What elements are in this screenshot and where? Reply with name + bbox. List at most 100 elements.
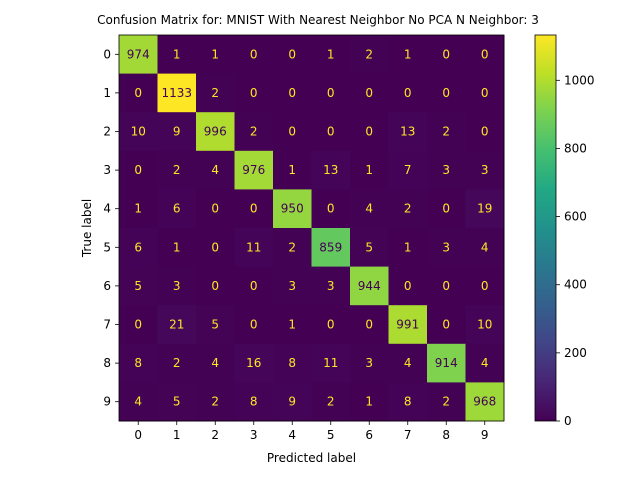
cell-value-label: 0	[327, 125, 335, 139]
heatmap-cell	[388, 189, 428, 229]
chart-title: Confusion Matrix for: MNIST With Nearest…	[97, 13, 539, 27]
heatmap-cell	[157, 228, 197, 268]
x-tick-label: 0	[134, 428, 142, 442]
cell-value-label: 0	[288, 125, 296, 139]
cell-value-label: 3	[173, 279, 181, 293]
cell-value-label: 2	[442, 125, 450, 139]
colorbar	[534, 34, 557, 422]
cell-value-label: 1	[365, 395, 373, 409]
cell-value-label: 0	[365, 125, 373, 139]
cell-value-label: 8	[250, 395, 258, 409]
heatmap-cell	[157, 150, 197, 190]
cell-value-label: 4	[404, 356, 412, 370]
cell-value-label: 859	[319, 240, 342, 254]
y-tick-label: 8	[103, 356, 111, 370]
heatmap-cell	[273, 189, 312, 229]
heatmap-cell	[388, 73, 428, 113]
cell-value-label: 1	[211, 47, 219, 61]
y-tick-label: 9	[103, 395, 111, 409]
cell-value-label: 0	[481, 86, 489, 100]
heatmap-cell	[465, 73, 505, 113]
heatmap-cell	[157, 266, 197, 306]
heatmap-cell	[311, 150, 351, 190]
heatmap-cell	[234, 382, 274, 422]
heatmap-cell	[311, 382, 351, 422]
x-axis-label: Predicted label	[267, 451, 356, 465]
heatmap-cell	[157, 112, 197, 152]
cell-value-label: 3	[327, 279, 335, 293]
heatmap-cell	[311, 343, 351, 383]
colorbar-ticks: 0 200 400 600 800 1000	[556, 73, 595, 428]
heatmap-cell	[273, 343, 312, 383]
cell-value-label: 13	[400, 125, 415, 139]
cell-value-label: 950	[281, 202, 304, 216]
heatmap-cell	[465, 266, 505, 306]
heatmap-cell	[196, 73, 235, 113]
cell-value-label: 19	[477, 202, 492, 216]
heatmap-cell	[427, 112, 466, 152]
heatmap-cell	[196, 305, 235, 345]
heatmap-cell	[465, 305, 505, 345]
cell-value-label: 0	[365, 318, 373, 332]
y-axis-ticks: 0 1 2 3 4 5 6 7 8 9	[103, 47, 119, 409]
heatmap-cell	[273, 228, 312, 268]
heatmap-cell	[388, 266, 428, 306]
cell-value-label: 996	[204, 125, 227, 139]
x-tick-label: 5	[327, 428, 335, 442]
cell-value-label: 4	[211, 163, 219, 177]
cell-value-label: 2	[211, 86, 219, 100]
cell-value-label: 0	[134, 163, 142, 177]
heatmap-cell	[465, 150, 505, 190]
heatmap-cell	[427, 305, 466, 345]
cell-value-label: 2	[442, 395, 450, 409]
heatmap-cell	[465, 35, 505, 75]
y-tick-label: 2	[103, 125, 111, 139]
heatmap-cell	[427, 228, 466, 268]
cell-value-label: 2	[288, 240, 296, 254]
cell-value-label: 0	[481, 125, 489, 139]
heatmap-cell	[196, 343, 235, 383]
heatmap-cell	[157, 305, 197, 345]
heatmap-cell	[427, 189, 466, 229]
cell-value-label: 4	[211, 356, 219, 370]
cell-value-label: 0	[442, 86, 450, 100]
y-tick-label: 3	[103, 163, 111, 177]
x-tick-label: 7	[404, 428, 412, 442]
cell-value-label: 968	[473, 395, 496, 409]
cell-value-label: 4	[134, 395, 142, 409]
heatmap-cell	[119, 305, 158, 345]
heatmap-cell	[388, 35, 428, 75]
cell-value-label: 991	[396, 318, 419, 332]
cell-value-label: 0	[365, 86, 373, 100]
cell-value-label: 0	[327, 86, 335, 100]
cell-value-label: 1	[365, 163, 373, 177]
heatmap-cell	[427, 35, 466, 75]
heatmap-cell	[273, 73, 312, 113]
heatmap-cell	[350, 35, 389, 75]
cell-value-label: 1	[173, 240, 181, 254]
y-tick-label: 1	[103, 86, 111, 100]
x-axis-ticks: 0 1 2 3 4 5 6 7 8 9	[134, 421, 489, 442]
heatmap-cell	[234, 35, 274, 75]
heatmap-cell	[196, 112, 235, 152]
cell-value-label: 3	[288, 279, 296, 293]
heatmap-cell	[273, 305, 312, 345]
colorbar-tick-label: 600	[564, 210, 587, 224]
heatmap-cell	[388, 305, 428, 345]
cell-value-label: 2	[173, 356, 181, 370]
heatmap-cell	[388, 343, 428, 383]
heatmap-cell	[311, 112, 351, 152]
x-tick-label: 1	[173, 428, 181, 442]
x-tick-label: 9	[481, 428, 489, 442]
cell-value-label: 9	[173, 125, 181, 139]
heatmap-cell	[465, 189, 505, 229]
heatmap-cell	[388, 382, 428, 422]
heatmap-cell	[157, 73, 197, 113]
heatmap-cell	[119, 266, 158, 306]
heatmap-cell	[427, 266, 466, 306]
cell-value-label: 0	[481, 279, 489, 293]
heatmap-cell	[350, 228, 389, 268]
heatmap-cell	[273, 266, 312, 306]
cell-value-label: 6	[134, 240, 142, 254]
heatmap-cells	[119, 35, 505, 422]
